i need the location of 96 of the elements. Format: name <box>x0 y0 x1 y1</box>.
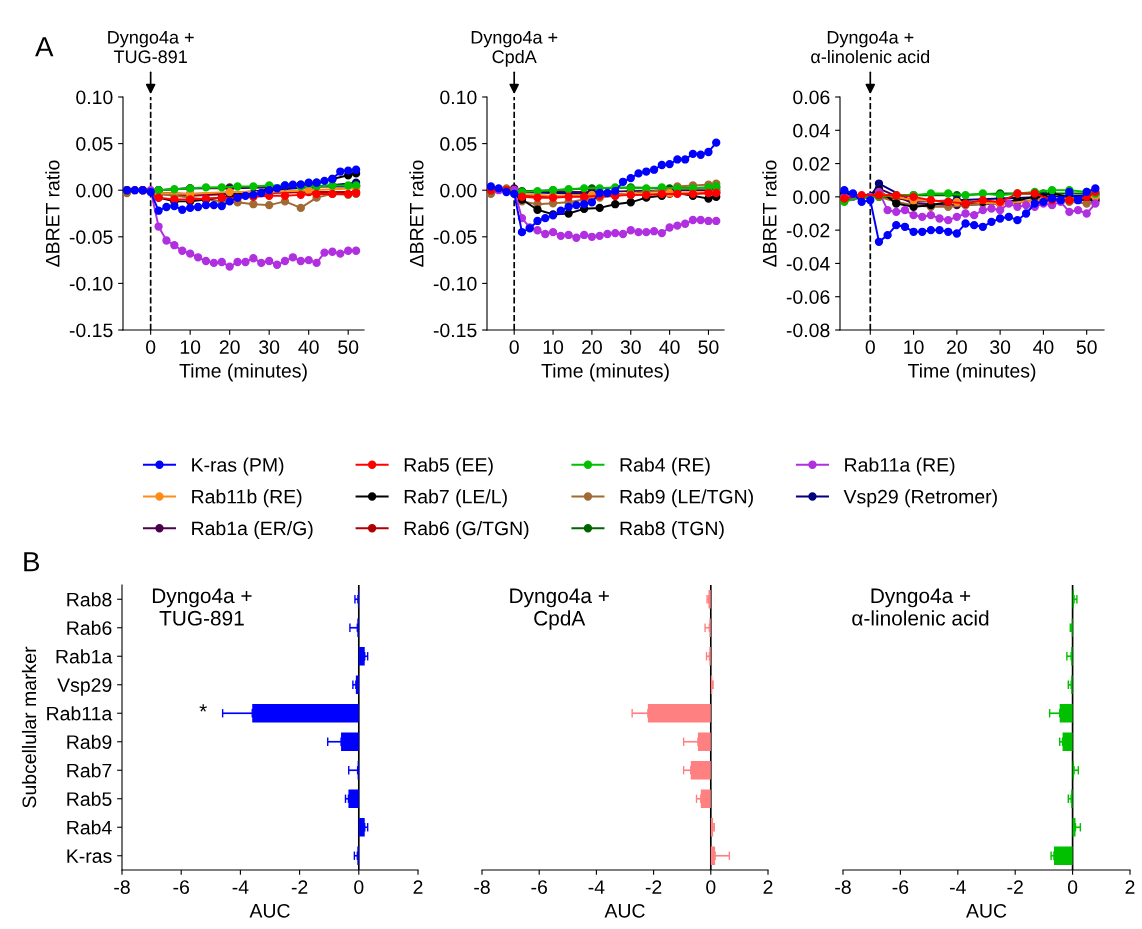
legend-label: Rab6 (G/TGN) <box>404 520 529 540</box>
text: B <box>24 552 40 572</box>
x-axis-title: Time (minutes) <box>541 363 669 382</box>
x-tick-label: -8 <box>835 880 851 894</box>
legend-label: Rab7 (LE/L) <box>404 489 507 508</box>
y-tick-label: Rab8 <box>67 592 112 607</box>
x-tick-label: -4 <box>588 880 605 894</box>
x-tick-label: 50 <box>1076 340 1097 354</box>
x-axis-title: Time (minutes) <box>907 363 1036 382</box>
x-tick-label: 0 <box>1067 880 1078 894</box>
x-tick-label: -8 <box>474 880 490 894</box>
text: Dyngo4a + TUG-891 <box>152 588 252 626</box>
x-tick-label: -6 <box>531 880 547 894</box>
y-axis-title: Subcellular marker <box>21 646 37 808</box>
x-tick-label: 10 <box>904 340 924 354</box>
x-tick-label: -2 <box>1007 880 1023 894</box>
x-tick-label: 2 <box>763 880 773 894</box>
x-tick-label: 40 <box>1033 340 1054 354</box>
y-tick-label: 0.10 <box>440 90 477 105</box>
x-tick-label: 0 <box>706 880 716 894</box>
legend-label: Rab8 (TGN) <box>620 520 724 540</box>
y-axis-title: ΔBRET ratio <box>762 160 777 267</box>
legend-label: Rab9 (LE/TGN) <box>620 489 753 508</box>
y-tick-label: 0.00 <box>440 183 477 198</box>
y-tick-label: -0.05 <box>69 230 113 245</box>
ref-line-label: Dyngo4a + CpdA <box>471 31 558 67</box>
x-tick-label: 20 <box>582 340 602 354</box>
x-tick-label: 0 <box>146 340 156 354</box>
legend-label: Rab4 (RE) <box>620 457 710 476</box>
y-tick-label: 0.06 <box>793 90 830 105</box>
x-tick-label: -8 <box>114 880 130 894</box>
y-tick-label: -0.04 <box>786 256 830 271</box>
x-tick-label: -4 <box>950 880 966 894</box>
x-tick-label: 30 <box>990 340 1011 354</box>
y-tick-label: -0.15 <box>69 323 113 338</box>
legend-label: Rab11b (RE) <box>192 489 302 508</box>
x-tick-label: -6 <box>173 880 189 894</box>
x-axis-title: Time (minutes) <box>179 363 307 382</box>
legend-label: Rab5 (EE) <box>404 457 493 476</box>
text: A <box>35 37 54 57</box>
y-tick-label: 0.00 <box>793 190 830 205</box>
x-tick-label: 50 <box>698 340 719 354</box>
x-tick-label: 40 <box>659 340 680 354</box>
x-tick-label: 0 <box>354 880 364 894</box>
legend-label: Vsp29 (Retromer) <box>843 489 997 508</box>
x-axis-title: AUC <box>249 903 290 918</box>
x-tick-label: -4 <box>232 880 249 894</box>
x-tick-label: 40 <box>298 340 319 354</box>
y-tick-label: -0.15 <box>433 323 477 338</box>
legend-label: Rab1a (ER/G) <box>192 520 313 540</box>
x-tick-label: 2 <box>413 880 423 894</box>
y-tick-label: Rab9 <box>67 734 112 749</box>
y-tick-label: -0.10 <box>69 276 113 291</box>
x-tick-label: 10 <box>180 340 201 354</box>
ref-line-label: Dyngo4a + α-linolenic acid <box>811 31 930 64</box>
y-tick-label: Rab1a <box>56 649 113 664</box>
y-tick-label: Rab11a <box>47 706 113 721</box>
legend-label: K-ras (PM) <box>192 457 284 476</box>
ref-line-label: Dyngo4a + TUG-891 <box>108 31 194 64</box>
y-tick-label: 0.04 <box>793 123 830 138</box>
x-tick-label: 30 <box>259 340 280 354</box>
y-tick-label: 0.05 <box>76 137 113 151</box>
y-tick-label: -0.02 <box>786 223 830 238</box>
x-axis-title: AUC <box>966 903 1007 918</box>
x-tick-label: 50 <box>338 340 359 354</box>
y-tick-label: -0.10 <box>433 276 477 291</box>
y-tick-label: Rab6 <box>67 620 112 635</box>
x-tick-label: 0 <box>509 340 519 354</box>
y-axis-title: ΔBRET ratio <box>409 160 424 267</box>
annotation: * <box>199 704 207 712</box>
y-tick-label: Rab5 <box>67 791 112 806</box>
y-tick-label: Vsp29 <box>57 678 112 696</box>
y-axis-title: ΔBRET ratio <box>45 160 60 267</box>
text: Dyngo4a + α-linolenic acid <box>852 588 989 626</box>
x-tick-label: 0 <box>865 340 875 354</box>
y-tick-label: Rab4 <box>67 820 112 835</box>
y-tick-label: -0.05 <box>433 230 477 245</box>
x-tick-label: 20 <box>947 340 967 354</box>
y-tick-label: 0.10 <box>76 90 113 105</box>
x-tick-label: 10 <box>543 340 564 354</box>
x-axis-title: AUC <box>604 903 645 918</box>
y-tick-label: K-ras <box>67 849 112 863</box>
x-tick-label: 20 <box>219 340 240 354</box>
x-tick-label: -6 <box>892 880 909 894</box>
y-tick-label: Rab7 <box>67 763 112 778</box>
y-tick-label: 0.02 <box>793 157 830 171</box>
x-tick-label: 2 <box>1125 880 1135 894</box>
x-tick-label: -2 <box>291 880 308 894</box>
legend-label: Rab11a (RE) <box>845 457 955 476</box>
x-tick-label: -2 <box>645 880 662 894</box>
text: Dyngo4a + CpdA <box>510 588 609 630</box>
y-tick-label: -0.06 <box>786 290 830 304</box>
x-tick-label: 30 <box>620 340 641 354</box>
y-tick-label: -0.08 <box>786 323 830 338</box>
y-tick-label: 0.05 <box>440 137 477 151</box>
y-tick-label: 0.00 <box>76 183 113 198</box>
